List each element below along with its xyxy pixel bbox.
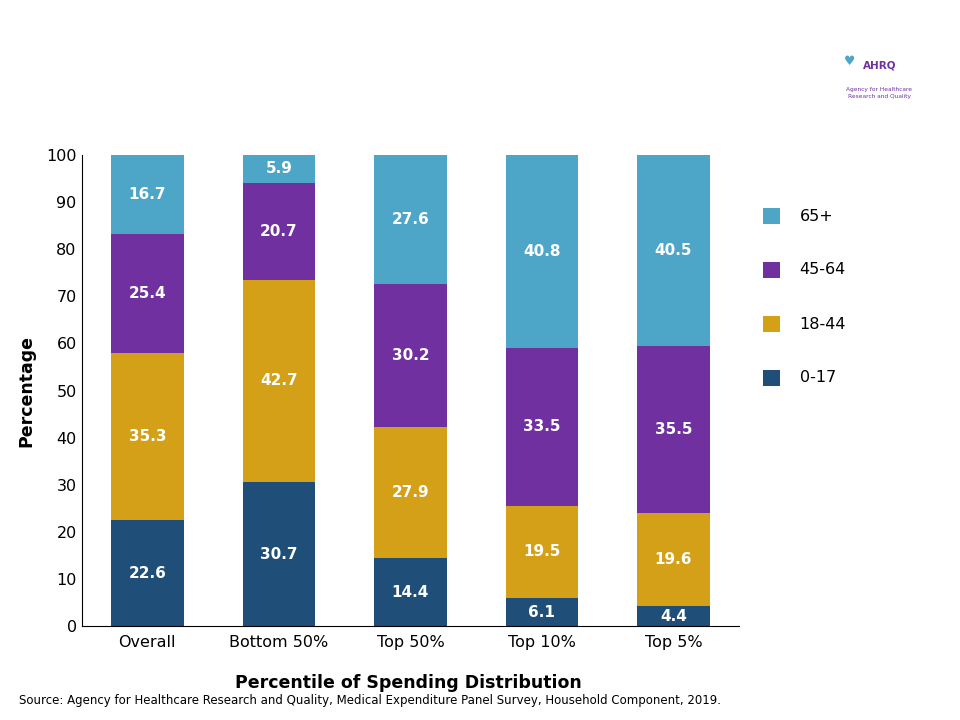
Text: Source: Agency for Healthcare Research and Quality, Medical Expenditure Panel Su: Source: Agency for Healthcare Research a…: [19, 694, 721, 707]
Text: AHRQ: AHRQ: [863, 60, 896, 71]
Text: 33.5: 33.5: [523, 419, 561, 434]
Text: 0-17: 0-17: [800, 371, 836, 385]
Text: Figure 4. Percentage of persons by age group and
percentile of spending, 2019: Figure 4. Percentage of persons by age g…: [97, 45, 690, 91]
Text: 14.4: 14.4: [392, 585, 429, 600]
Bar: [374, 559, 446, 626]
Text: 22.6: 22.6: [129, 566, 166, 580]
Text: Percentile of Spending Distribution: Percentile of Spending Distribution: [234, 674, 582, 691]
Text: 35.5: 35.5: [655, 422, 692, 437]
Text: 5.9: 5.9: [266, 161, 292, 176]
Text: 30.2: 30.2: [392, 348, 429, 363]
Bar: [111, 354, 183, 520]
Text: 30.7: 30.7: [260, 546, 298, 562]
Bar: [506, 156, 578, 348]
Bar: [637, 155, 709, 346]
Text: 4.4: 4.4: [660, 608, 686, 624]
Text: 19.5: 19.5: [523, 544, 561, 559]
Y-axis label: Percentage: Percentage: [17, 335, 36, 446]
Bar: [506, 598, 578, 626]
Bar: [637, 606, 709, 626]
Bar: [243, 155, 315, 183]
Bar: [374, 427, 446, 559]
Bar: [111, 233, 183, 354]
Text: 6.1: 6.1: [529, 605, 555, 619]
Text: 27.6: 27.6: [392, 212, 429, 227]
Text: 45-64: 45-64: [800, 263, 846, 277]
Bar: [111, 155, 183, 233]
Bar: [506, 505, 578, 598]
Text: 40.5: 40.5: [655, 243, 692, 258]
Text: 42.7: 42.7: [260, 374, 298, 388]
Text: 18-44: 18-44: [800, 317, 846, 331]
Text: 20.7: 20.7: [260, 224, 298, 239]
Text: ♥: ♥: [844, 55, 855, 68]
Text: 40.8: 40.8: [523, 244, 561, 259]
Ellipse shape: [785, 0, 953, 191]
Text: 25.4: 25.4: [129, 286, 166, 301]
Bar: [243, 183, 315, 280]
Bar: [374, 154, 446, 284]
Text: 19.6: 19.6: [655, 552, 692, 567]
Text: Agency for Healthcare
Research and Quality: Agency for Healthcare Research and Quali…: [847, 87, 912, 99]
Text: 27.9: 27.9: [392, 485, 429, 500]
Text: 65+: 65+: [800, 209, 833, 223]
Text: 35.3: 35.3: [129, 429, 166, 444]
Bar: [111, 520, 183, 626]
Bar: [637, 346, 709, 513]
Text: 16.7: 16.7: [129, 186, 166, 202]
Bar: [243, 280, 315, 482]
Bar: [374, 284, 446, 427]
Bar: [506, 348, 578, 505]
Bar: [637, 513, 709, 606]
Bar: [243, 482, 315, 626]
